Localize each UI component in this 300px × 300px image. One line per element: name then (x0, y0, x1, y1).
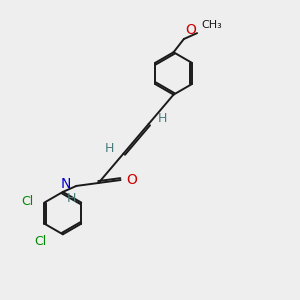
Text: H: H (105, 142, 114, 155)
Text: O: O (126, 173, 137, 187)
Text: O: O (185, 22, 196, 37)
Text: Cl: Cl (21, 194, 33, 208)
Text: Cl: Cl (34, 235, 46, 248)
Text: H: H (158, 112, 167, 125)
Text: CH₃: CH₃ (202, 20, 222, 30)
Text: H: H (66, 192, 76, 206)
Text: N: N (61, 177, 71, 191)
